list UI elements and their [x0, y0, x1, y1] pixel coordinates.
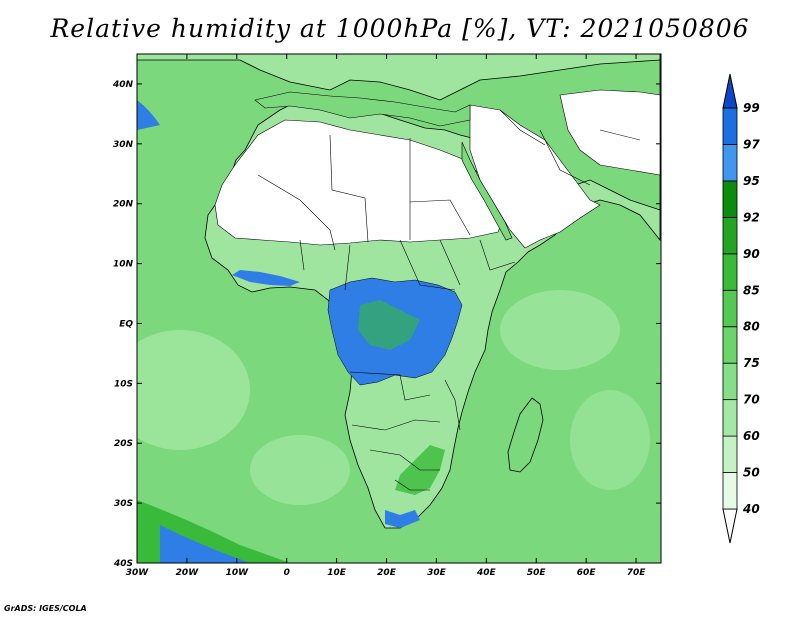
colorbar-high-triangle — [722, 73, 738, 109]
map-frame — [136, 53, 662, 564]
lat-tick-label: 40S — [113, 559, 133, 569]
ocean-dry-patch — [250, 435, 350, 505]
colorbar-level-label: 99 — [743, 101, 760, 115]
lon-tick-label: 30E — [427, 568, 447, 578]
colorbar-swatch — [722, 326, 738, 364]
west-africa-wet-coast — [232, 270, 300, 286]
atlantic-saturated-patch — [137, 100, 160, 130]
sahara-dry-region — [214, 119, 506, 246]
colorbar-level-label: 70 — [743, 393, 760, 407]
colorbar-level-label: 85 — [743, 283, 760, 297]
colorbar-swatch — [722, 144, 738, 182]
colorbar-level-label: 60 — [743, 429, 760, 443]
southern-saturated-band — [160, 525, 250, 563]
colorbar-swatch — [722, 289, 738, 328]
colorbar-level-label: 80 — [743, 320, 760, 334]
colorbar-level-label: 75 — [743, 356, 760, 370]
colorbar-level-label: 97 — [743, 137, 760, 151]
lon-tick-label: 30W — [126, 568, 150, 578]
colorbar-swatch — [722, 180, 738, 218]
colorbar-level-label: 92 — [743, 210, 760, 224]
colorbar-level-label: 50 — [743, 466, 760, 480]
lat-tick-label: EQ — [119, 319, 133, 329]
colorbar-swatch — [722, 435, 738, 473]
madagascar — [507, 397, 544, 473]
lon-tick-label: 50E — [527, 568, 547, 578]
grads-credit: GrADS: IGES/COLA — [4, 604, 87, 613]
cape-wet-patch — [385, 510, 420, 528]
lat-tick-label: 20S — [114, 439, 133, 449]
red-sea — [461, 141, 513, 241]
colorbar-swatch — [722, 472, 738, 510]
colorbar: 40 50 60 70 75 80 85 90 92 95 97 99 — [722, 73, 760, 544]
lon-tick-label: 20E — [377, 568, 397, 578]
lon-tick-label: 10W — [226, 568, 250, 578]
colorbar-low-triangle — [722, 508, 738, 544]
lon-tick-label: 20W — [176, 568, 200, 578]
lat-tick-label: 10N — [113, 260, 134, 270]
colorbar-swatch — [722, 362, 738, 401]
ocean-dry-patch — [570, 390, 650, 490]
lat-tick-label: 10S — [114, 379, 133, 389]
colorbar-level-label: 95 — [743, 174, 760, 188]
mediterranean-sea — [254, 91, 471, 127]
lon-tick-label: 60E — [577, 568, 597, 578]
equatorial-moist-core — [358, 300, 420, 350]
lon-tick-label: 40E — [476, 568, 497, 578]
latitude-axis: 40N 30N 20N 10N EQ 10S 20S 30S 40S — [112, 80, 661, 569]
lat-tick-label: 30S — [114, 499, 133, 509]
ocean-dry-patch — [137, 330, 250, 450]
colorbar-swatch — [722, 399, 738, 437]
lon-tick-label: 70E — [627, 568, 647, 578]
colorbar-level-label: 40 — [742, 502, 760, 516]
lat-tick-label: 30N — [113, 140, 134, 150]
longitude-axis: 30W 20W 10W 0 10E 20E 30E 40E 50E 60E 70E — [126, 54, 646, 578]
lon-tick-label: 0 — [284, 568, 290, 578]
map-plot-area — [137, 54, 661, 563]
colorbar-level-label: 90 — [743, 247, 760, 261]
country-borders — [257, 109, 641, 491]
lat-tick-label: 40N — [112, 80, 134, 90]
map-title: Relative humidity at 1000hPa [%], VT: 20… — [50, 14, 750, 43]
lat-tick-label: 20N — [113, 200, 134, 210]
ocean-dry-patch — [500, 290, 620, 370]
lon-tick-label: 10E — [327, 568, 347, 578]
colorbar-swatch — [722, 253, 738, 291]
colorbar-swatch — [722, 107, 738, 145]
colorbar-swatch — [722, 216, 738, 255]
